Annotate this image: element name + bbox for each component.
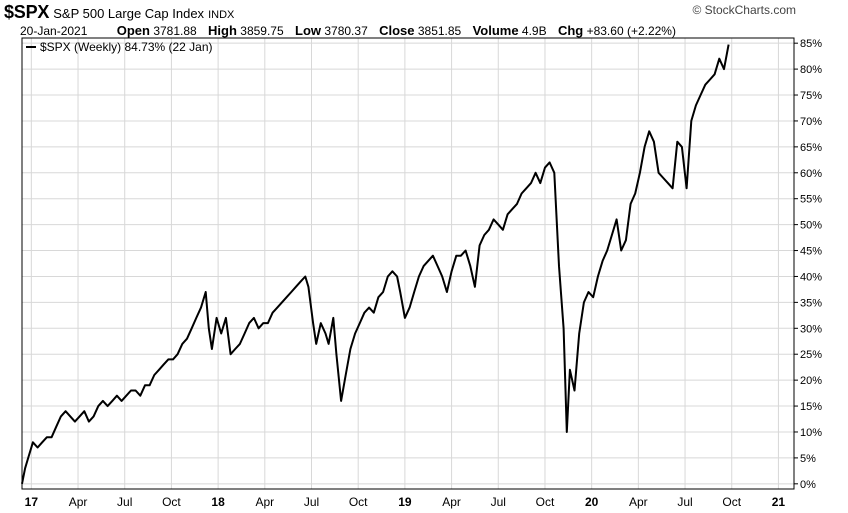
x-tick-label: 17 xyxy=(25,495,39,509)
y-tick-label: 5% xyxy=(800,453,816,465)
close-label: Close xyxy=(379,23,415,38)
quote-date: 20-Jan-2021 xyxy=(20,24,88,38)
low-label: Low xyxy=(295,23,322,38)
y-tick-label: 75% xyxy=(800,90,822,102)
brand-watermark: © StockCharts.com xyxy=(692,3,796,17)
high-value: 3859.75 xyxy=(240,24,284,38)
x-tick-label: 20 xyxy=(585,495,599,509)
volume-value: 4.9B xyxy=(521,24,547,38)
legend-text: $SPX (Weekly) 84.73% (22 Jan) xyxy=(40,40,213,54)
index-name: S&P 500 Large Cap Index xyxy=(53,6,205,21)
x-axis-ticks: 17 Apr Jul Oct 18 Apr Jul Oct 19 Apr Jul Oct 20 Apr Ju… xyxy=(25,495,786,509)
y-tick-label: 15% xyxy=(800,401,822,413)
x-tick-label: Jul xyxy=(117,495,132,509)
chart-header: $SPX S&P 500 Large Cap Index INDX xyxy=(4,2,844,22)
high-label: High xyxy=(208,23,237,38)
x-tick-label: Oct xyxy=(722,495,741,509)
y-tick-label: 85% xyxy=(800,38,822,50)
x-tick-label: Oct xyxy=(536,495,555,509)
x-tick-label: Jul xyxy=(491,495,506,509)
x-tick-label: 19 xyxy=(398,495,412,509)
ticker-symbol: $SPX xyxy=(4,2,50,22)
x-tick-label: Oct xyxy=(349,495,368,509)
y-tick-label: 20% xyxy=(800,375,822,387)
y-tick-label: 30% xyxy=(800,323,822,335)
y-tick-label: 55% xyxy=(800,194,822,206)
y-tick-label: 35% xyxy=(800,297,822,309)
x-tick-label: Apr xyxy=(629,495,648,509)
x-tick-label: Jul xyxy=(677,495,692,509)
y-tick-label: 25% xyxy=(800,349,822,361)
y-tick-label: 65% xyxy=(800,142,822,154)
y-tick-label: 50% xyxy=(800,220,822,232)
x-tick-label: Apr xyxy=(69,495,88,509)
quote-line: 20-Jan-2021 Open 3781.88 High 3859.75 Lo… xyxy=(20,23,848,38)
y-tick-label: 40% xyxy=(800,271,822,283)
low-value: 3780.37 xyxy=(324,24,368,38)
exchange-label: INDX xyxy=(208,9,235,21)
x-tick-label: 18 xyxy=(211,495,225,509)
x-tick-label: Oct xyxy=(162,495,181,509)
y-axis-ticks: 0% 5% 10% 15% 20% 25% 30% 35% 40% 45% 50% 55% 60% 65%… xyxy=(794,38,822,491)
plot-frame xyxy=(21,37,795,490)
x-tick-label: 21 xyxy=(772,495,786,509)
x-tick-label: Jul xyxy=(304,495,319,509)
y-tick-label: 80% xyxy=(800,64,822,76)
spx-weekly-line xyxy=(21,44,730,484)
y-tick-label: 60% xyxy=(800,168,822,180)
x-tick-label: Apr xyxy=(255,495,274,509)
volume-label: Volume xyxy=(472,23,519,38)
chg-value: +83.60 (+2.22%) xyxy=(586,24,676,38)
chg-label: Chg xyxy=(557,23,584,38)
y-tick-label: 70% xyxy=(800,116,822,128)
open-label: Open xyxy=(116,23,150,38)
x-tick-label: Apr xyxy=(442,495,461,509)
grid-lines xyxy=(22,38,794,489)
y-tick-label: 10% xyxy=(800,427,822,439)
chart-legend: $SPX (Weekly) 84.73% (22 Jan) xyxy=(26,40,213,54)
close-value: 3851.85 xyxy=(417,24,462,38)
y-tick-label: 45% xyxy=(800,246,822,258)
y-tick-label: 0% xyxy=(800,479,816,491)
open-value: 3781.88 xyxy=(153,24,197,38)
